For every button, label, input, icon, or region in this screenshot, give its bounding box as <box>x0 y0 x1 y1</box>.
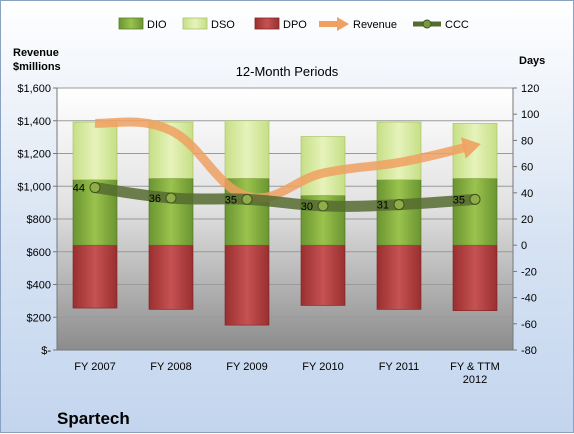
right-tick-label: 120 <box>521 83 539 95</box>
right-tick-label: 0 <box>521 240 527 252</box>
bar-dpo <box>148 244 194 310</box>
right-tick-label: 80 <box>521 135 533 147</box>
bar-layer <box>72 120 498 326</box>
x-tick-label: FY 2008 <box>150 361 191 373</box>
ccc-point <box>241 193 253 205</box>
left-axis-title-line2: $millions <box>13 61 61 73</box>
right-tick-label: -80 <box>521 345 537 357</box>
legend-label-revenue: Revenue <box>353 19 397 31</box>
bar-dio <box>148 178 194 246</box>
ccc-point <box>393 199 405 211</box>
line-layer: 44 36 35 30 31 35 <box>73 117 481 213</box>
company-name: Spartech <box>57 409 130 428</box>
ccc-data-label: 36 <box>149 193 161 205</box>
chart-subtitle: 12-Month Periods <box>236 64 339 79</box>
bar-dpo <box>72 244 118 309</box>
right-tick-label: -60 <box>521 319 537 331</box>
legend-item-ccc: CCC <box>413 19 469 31</box>
right-tick-label: -40 <box>521 293 537 305</box>
ccc-point <box>165 192 177 204</box>
left-tick-label: $- <box>41 345 51 357</box>
left-axis: $- $200 $400 $600 $800 $1,000 $1,200 $1,400 $1,6… <box>17 83 58 357</box>
legend-item-dso: DSO <box>182 17 235 31</box>
ccc-data-label: 30 <box>301 201 313 213</box>
x-tick-label: FY 2007 <box>74 361 115 373</box>
bar-dso <box>224 120 270 179</box>
left-tick-label: $200 <box>27 312 51 324</box>
ccc-data-label: 35 <box>225 194 237 206</box>
legend-item-dpo: DPO <box>254 17 307 31</box>
bar-dpo <box>376 244 422 310</box>
bar-dpo <box>224 244 270 326</box>
ccc-data-label: 31 <box>377 200 389 212</box>
left-axis-title-line1: Revenue <box>13 47 59 59</box>
x-tick-label: FY 2011 <box>379 361 420 373</box>
legend-item-dio: DIO <box>118 17 167 31</box>
gridlines <box>57 87 513 318</box>
right-tick-label: 100 <box>521 109 539 121</box>
bar-dio <box>452 178 498 246</box>
legend-label-dio: DIO <box>147 19 167 31</box>
bar-dio <box>224 178 270 246</box>
left-tick-label: $1,000 <box>17 181 51 193</box>
right-axis: -80 -60 -40 -20 0 20 40 60 80 100 120 <box>512 83 539 357</box>
left-tick-label: $1,400 <box>17 116 51 128</box>
bar-dso <box>72 121 118 180</box>
legend-item-revenue: Revenue <box>319 17 397 31</box>
revenue-arrowhead <box>460 137 481 159</box>
right-tick-label: 20 <box>521 214 533 226</box>
left-tick-label: $1,600 <box>17 83 51 95</box>
legend-label-ccc: CCC <box>445 19 469 31</box>
ccc-point <box>317 200 329 212</box>
left-tick-label: $800 <box>27 214 51 226</box>
right-tick-label: 40 <box>521 188 533 200</box>
left-tick-label: $1,200 <box>17 149 51 161</box>
ccc-point <box>89 182 101 194</box>
legend-label-dso: DSO <box>211 19 235 31</box>
bar-dpo <box>452 244 498 311</box>
x-tick-label: FY 2009 <box>226 361 267 373</box>
legend-label-dpo: DPO <box>283 19 307 31</box>
bar-dio <box>376 179 422 246</box>
left-tick-label: $600 <box>27 247 51 259</box>
left-tick-label: $400 <box>27 280 51 292</box>
right-tick-label: 60 <box>521 162 533 174</box>
x-tick-label: 2012 <box>463 374 487 386</box>
bar-dso <box>376 121 422 180</box>
legend: DIO DSO DPO Revenue CCC <box>118 17 469 31</box>
x-tick-label: FY & TTM <box>450 361 500 373</box>
revenue-line <box>94 117 467 203</box>
right-axis-title: Days <box>519 55 545 67</box>
x-tick-label: FY 2010 <box>302 361 343 373</box>
ccc-data-label: 35 <box>453 194 465 206</box>
ccc-line <box>89 182 481 212</box>
ccc-data-label: 44 <box>73 183 85 195</box>
x-axis: FY 2007 FY 2008 FY 2009 FY 2010 FY 2011 FY & … <box>57 349 513 386</box>
right-tick-label: -20 <box>521 266 537 278</box>
ccc-point <box>469 193 481 205</box>
bar-dpo <box>300 244 346 306</box>
